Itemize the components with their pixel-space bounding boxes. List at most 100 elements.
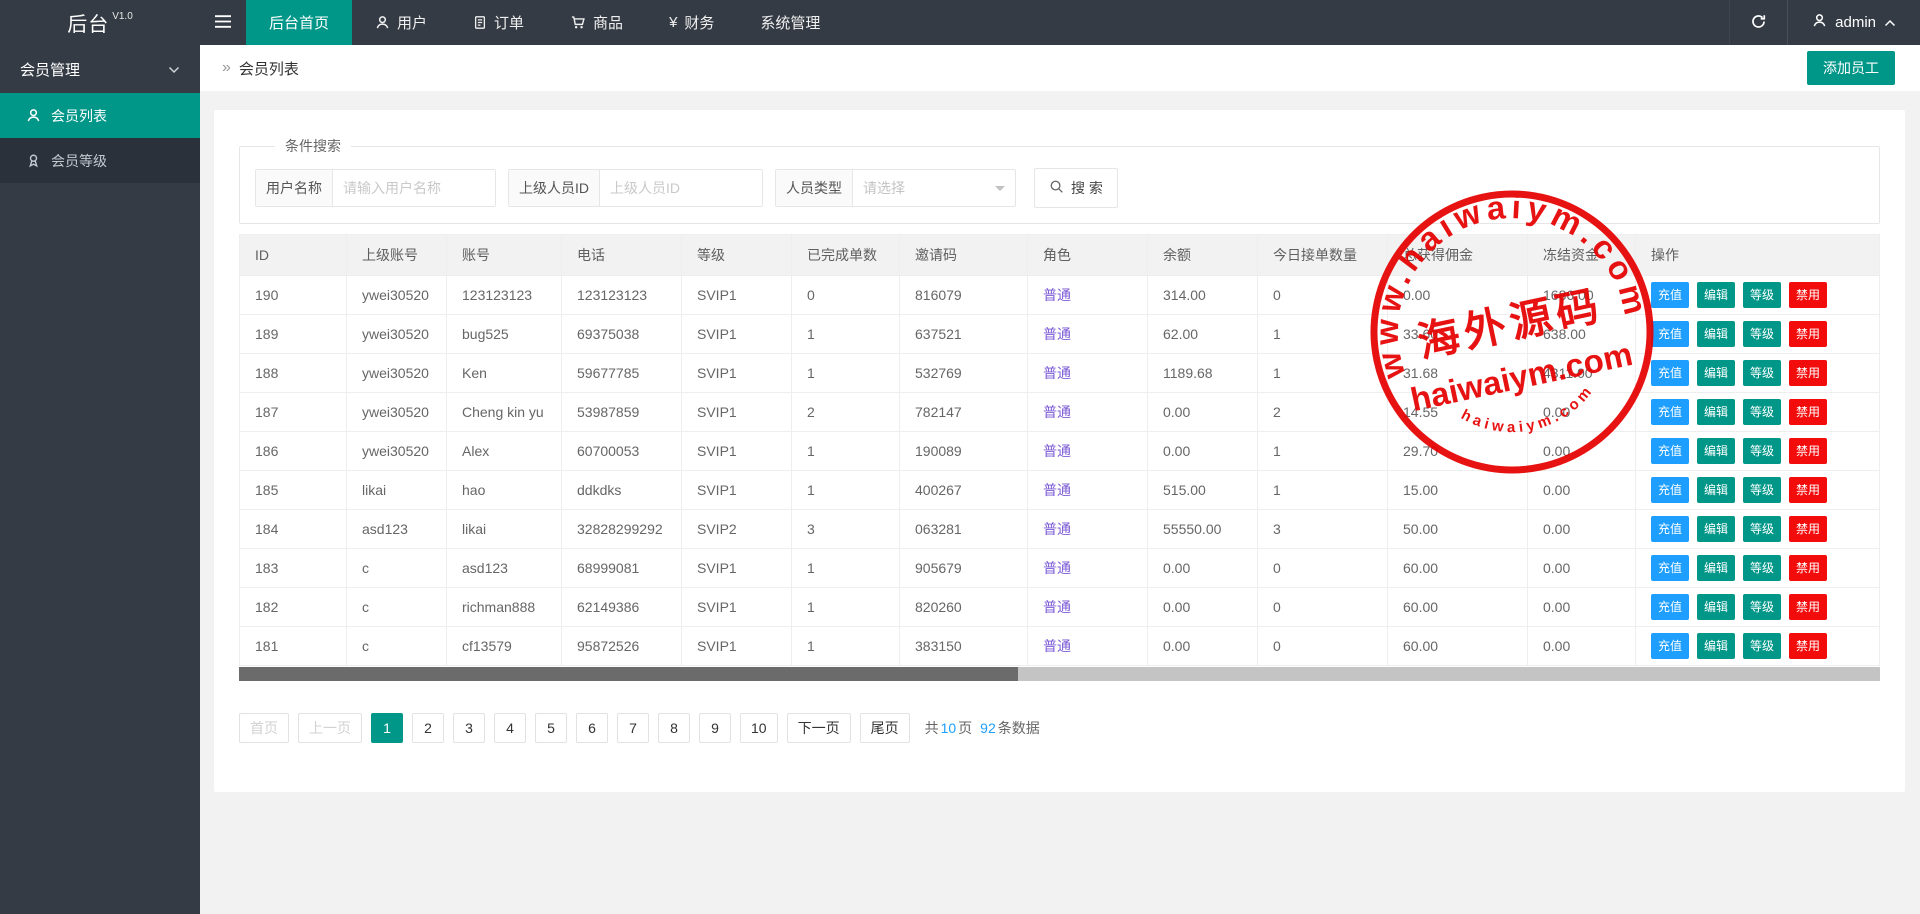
cell-id: 181: [239, 626, 347, 666]
level-button[interactable]: 等级: [1743, 360, 1782, 386]
nav-goods-label: 商品: [593, 15, 624, 32]
recharge-button[interactable]: 充值: [1651, 633, 1690, 659]
role-link[interactable]: 普通: [1043, 404, 1071, 420]
edit-button[interactable]: 编辑: [1697, 594, 1736, 620]
role-link[interactable]: 普通: [1043, 326, 1071, 342]
username-input[interactable]: [333, 170, 495, 206]
search-button[interactable]: 搜 索: [1034, 168, 1118, 208]
disable-button[interactable]: 禁用: [1789, 477, 1828, 503]
cell-completed-orders: 1: [791, 431, 900, 471]
sidebar-item-member-level-label: 会员等级: [51, 152, 107, 169]
level-button[interactable]: 等级: [1743, 594, 1782, 620]
recharge-button[interactable]: 充值: [1651, 594, 1690, 620]
role-link[interactable]: 普通: [1043, 482, 1071, 498]
role-link[interactable]: 普通: [1043, 365, 1071, 381]
nav-system-label: 系统管理: [760, 15, 821, 32]
cell-today-orders: 0: [1257, 587, 1388, 627]
refresh-button[interactable]: [1729, 0, 1787, 45]
nav-users[interactable]: 用户: [352, 0, 450, 45]
disable-button[interactable]: 禁用: [1789, 399, 1828, 425]
page-button-1[interactable]: 1: [371, 713, 403, 743]
nav-goods[interactable]: 商品: [547, 0, 646, 45]
recharge-button[interactable]: 充值: [1651, 555, 1690, 581]
recharge-button[interactable]: 充值: [1651, 438, 1690, 464]
edit-button[interactable]: 编辑: [1697, 360, 1736, 386]
page-button-10[interactable]: 10: [740, 713, 778, 743]
page-button-9[interactable]: 9: [699, 713, 731, 743]
recharge-button[interactable]: 充值: [1651, 399, 1690, 425]
disable-button[interactable]: 禁用: [1789, 321, 1828, 347]
role-link[interactable]: 普通: [1043, 443, 1071, 459]
level-button[interactable]: 等级: [1743, 282, 1782, 308]
scrollbar-thumb[interactable]: [239, 667, 1019, 681]
level-button[interactable]: 等级: [1743, 399, 1782, 425]
cell-account: richman888: [446, 587, 562, 627]
horizontal-scrollbar[interactable]: [239, 667, 1880, 681]
next-page-button[interactable]: 下一页: [786, 713, 851, 743]
edit-button[interactable]: 编辑: [1697, 555, 1736, 581]
edit-button[interactable]: 编辑: [1697, 399, 1736, 425]
page-button-4[interactable]: 4: [494, 713, 526, 743]
disable-button[interactable]: 禁用: [1789, 633, 1828, 659]
parent-id-input[interactable]: [600, 170, 762, 206]
sidebar-group-member-management[interactable]: 会员管理: [0, 45, 200, 93]
level-button[interactable]: 等级: [1743, 555, 1782, 581]
cell-actions: 充值 编辑 等级 禁用: [1635, 509, 1880, 549]
page-button-3[interactable]: 3: [453, 713, 485, 743]
edit-button[interactable]: 编辑: [1697, 633, 1736, 659]
level-button[interactable]: 等级: [1743, 438, 1782, 464]
app-title: 后台: [67, 14, 110, 36]
refresh-icon: [1750, 13, 1767, 33]
nav-orders[interactable]: 订单: [450, 0, 547, 45]
page-button-7[interactable]: 7: [617, 713, 649, 743]
column-header: 已完成单数: [791, 234, 900, 276]
sidebar-item-member-level[interactable]: 会员等级: [0, 138, 200, 183]
disable-button[interactable]: 禁用: [1789, 516, 1828, 542]
nav-home[interactable]: 后台首页: [246, 0, 353, 45]
prev-page-button[interactable]: 上一页: [298, 713, 362, 743]
page-button-2[interactable]: 2: [412, 713, 444, 743]
page-button-5[interactable]: 5: [535, 713, 567, 743]
recharge-button[interactable]: 充值: [1651, 321, 1690, 347]
cell-today-orders: 1: [1257, 431, 1388, 471]
cell-actions: 充值 编辑 等级 禁用: [1635, 431, 1880, 471]
role-link[interactable]: 普通: [1043, 287, 1071, 303]
page-button-6[interactable]: 6: [576, 713, 608, 743]
person-type-select[interactable]: 请选择: [853, 170, 1015, 206]
role-link[interactable]: 普通: [1043, 560, 1071, 576]
first-page-button[interactable]: 首页: [239, 713, 289, 743]
add-staff-button[interactable]: 添加员工: [1807, 51, 1895, 85]
level-button[interactable]: 等级: [1743, 633, 1782, 659]
disable-button[interactable]: 禁用: [1789, 555, 1828, 581]
level-button[interactable]: 等级: [1743, 477, 1782, 503]
edit-button[interactable]: 编辑: [1697, 438, 1736, 464]
cell-completed-orders: 1: [791, 626, 900, 666]
recharge-button[interactable]: 充值: [1651, 282, 1690, 308]
role-link[interactable]: 普通: [1043, 599, 1071, 615]
nav-finance[interactable]: ¥ 财务: [646, 0, 737, 45]
recharge-button[interactable]: 充值: [1651, 516, 1690, 542]
role-link[interactable]: 普通: [1043, 638, 1071, 654]
nav-system[interactable]: 系统管理: [737, 0, 843, 45]
user-menu[interactable]: admin: [1787, 0, 1920, 45]
level-button[interactable]: 等级: [1743, 516, 1782, 542]
page-button-8[interactable]: 8: [658, 713, 690, 743]
disable-button[interactable]: 禁用: [1789, 438, 1828, 464]
edit-button[interactable]: 编辑: [1697, 516, 1736, 542]
user-icon: [375, 15, 390, 30]
sidebar-item-member-list[interactable]: 会员列表: [0, 93, 200, 138]
edit-button[interactable]: 编辑: [1697, 477, 1736, 503]
cell-level: SVIP1: [681, 275, 792, 315]
cell-phone: 59677785: [561, 353, 682, 393]
disable-button[interactable]: 禁用: [1789, 282, 1828, 308]
menu-toggle-button[interactable]: [200, 0, 246, 45]
role-link[interactable]: 普通: [1043, 521, 1071, 537]
disable-button[interactable]: 禁用: [1789, 360, 1828, 386]
edit-button[interactable]: 编辑: [1697, 321, 1736, 347]
recharge-button[interactable]: 充值: [1651, 477, 1690, 503]
edit-button[interactable]: 编辑: [1697, 282, 1736, 308]
last-page-button[interactable]: 尾页: [859, 713, 910, 743]
level-button[interactable]: 等级: [1743, 321, 1782, 347]
recharge-button[interactable]: 充值: [1651, 360, 1690, 386]
disable-button[interactable]: 禁用: [1789, 594, 1828, 620]
